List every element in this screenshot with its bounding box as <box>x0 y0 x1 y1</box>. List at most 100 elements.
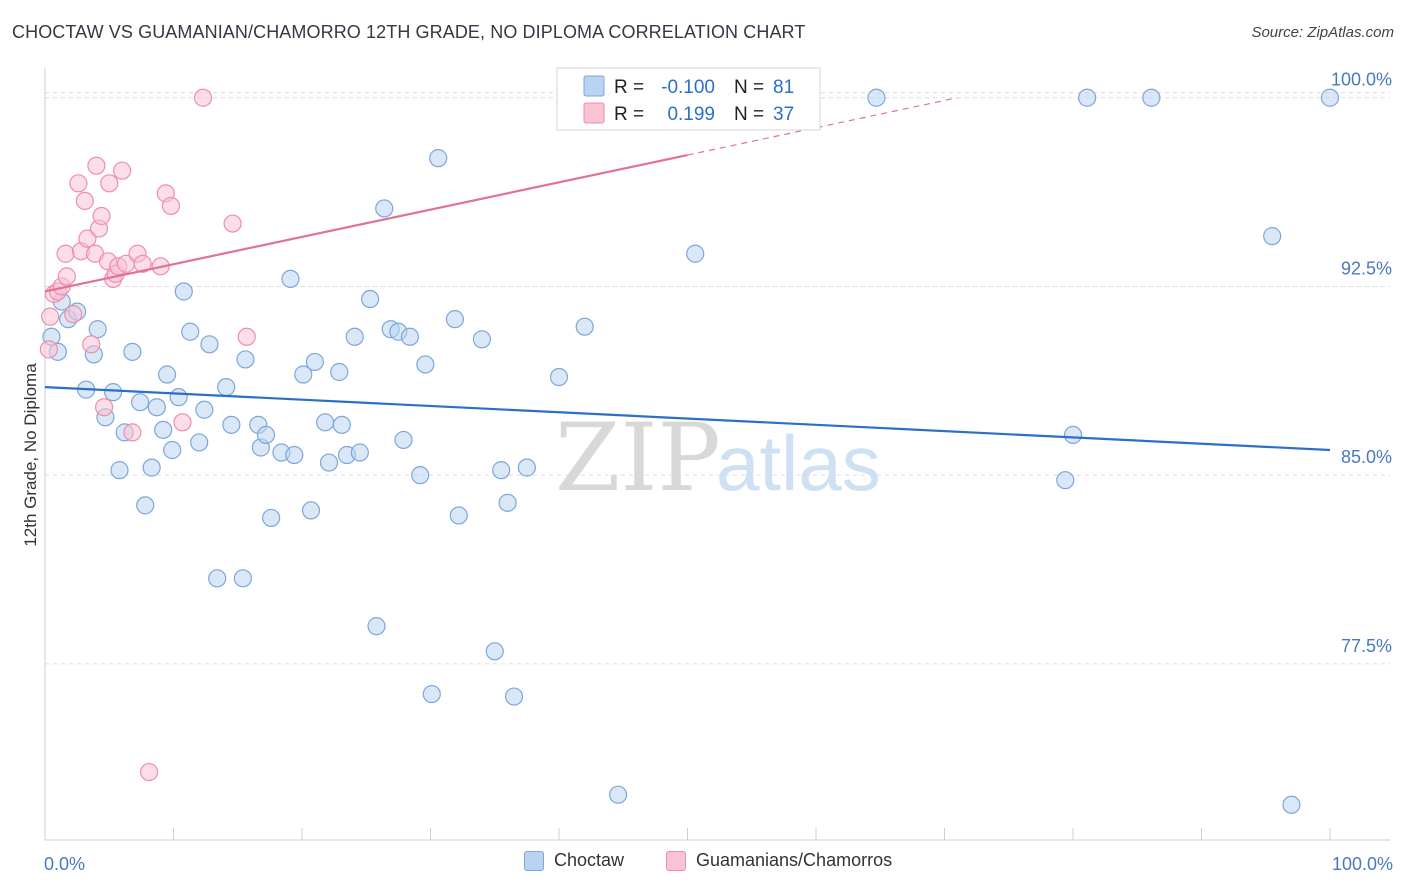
choctaw-point <box>504 687 524 706</box>
watermark-zip: ZIP <box>555 404 721 513</box>
choctaw-point <box>208 569 227 588</box>
y-tick-label: 85.0% <box>1341 447 1392 467</box>
choctaw-point <box>236 350 255 369</box>
guamanian-point <box>95 398 114 417</box>
guamanian-point <box>56 244 75 263</box>
choctaw-point <box>429 149 448 168</box>
y-tick-label: 92.5% <box>1341 258 1392 278</box>
choctaw-point <box>549 367 569 387</box>
watermark-atlas: atlas <box>716 419 881 507</box>
guamanian-trend-extension <box>687 97 958 156</box>
choctaw-point <box>867 88 886 107</box>
choctaw-point <box>217 377 236 397</box>
choctaw-point <box>1320 88 1340 107</box>
guamanian-point <box>82 335 101 354</box>
choctaw-point <box>361 289 380 309</box>
guamanian-point <box>237 327 256 346</box>
choctaw-point <box>233 569 252 588</box>
stats-n-label: N = <box>734 104 764 125</box>
choctaw-point <box>195 400 214 419</box>
guamanian-point <box>75 191 94 211</box>
choctaw-point <box>609 785 628 804</box>
choctaw-point <box>485 642 504 661</box>
guamanian-point <box>112 161 132 180</box>
choctaw-point <box>256 425 276 445</box>
choctaw-point <box>200 335 219 354</box>
choctaw-point <box>445 310 465 329</box>
choctaw-point <box>1263 227 1282 246</box>
choctaw-point <box>492 461 511 480</box>
guamanian-point <box>100 174 119 193</box>
choctaw-point <box>142 458 161 477</box>
guamanian-point <box>78 229 97 248</box>
choctaw-point <box>130 393 150 412</box>
guamanian-point <box>223 214 242 233</box>
choctaw-point <box>147 398 166 417</box>
choctaw-trend-line <box>44 385 1331 452</box>
choctaw-point <box>174 282 193 301</box>
source-label: Source: ZipAtlas.com <box>1251 24 1394 41</box>
choctaw-point <box>285 445 304 465</box>
choctaw-point <box>375 199 394 218</box>
guamanian-point <box>39 340 58 359</box>
choctaw-point <box>1282 795 1301 814</box>
guamanian-point <box>92 206 111 226</box>
legend-item-choctaw[interactable]: Choctaw <box>524 850 624 871</box>
choctaw-point <box>400 327 420 346</box>
y-axis-label: 12th Grade, No Diploma <box>21 363 40 547</box>
watermark: ZIP atlas <box>555 404 881 513</box>
guamanian-point <box>161 196 181 216</box>
stats-swatch-pink <box>583 102 605 124</box>
stats-swatch-blue <box>583 75 605 97</box>
y-axis-title: 12th Grade, No Diploma <box>21 363 40 547</box>
guamanian-trend-line <box>44 153 688 293</box>
stats-r-value: -0.100 <box>661 77 715 98</box>
choctaw-point <box>305 352 324 372</box>
choctaw-point <box>1078 88 1097 107</box>
choctaw-point <box>517 458 536 477</box>
guamanian-point <box>57 267 76 286</box>
choctaw-point <box>686 244 705 263</box>
choctaw-point <box>262 508 281 528</box>
guamanian-point <box>41 307 60 326</box>
choctaw-point <box>1063 425 1083 445</box>
choctaw-point <box>394 430 413 450</box>
choctaw-point <box>1142 88 1161 107</box>
legend-label: Guamanians/Chamorros <box>696 850 893 870</box>
choctaw-point <box>163 440 182 460</box>
axes: 77.5% 85.0% 92.5% 100.0% 0.0% 100.0% <box>44 68 1393 874</box>
choctaw-point <box>316 413 335 432</box>
chart-title: CHOCTAW VS GUAMANIAN/CHAMORRO 12TH GRADE… <box>12 22 806 42</box>
legend-swatch-blue <box>524 850 544 871</box>
choctaw-point <box>181 322 200 341</box>
choctaw-point <box>350 443 369 462</box>
choctaw-point <box>281 269 300 289</box>
stats-r-value: 0.199 <box>667 104 715 125</box>
choctaw-point <box>157 365 177 384</box>
stats-n-label: N = <box>734 77 764 98</box>
guamanian-point <box>193 88 213 107</box>
data-points <box>39 88 1340 814</box>
x-tick-label: 100.0% <box>1332 854 1393 874</box>
choctaw-point <box>367 617 386 636</box>
x-tick-label: 0.0% <box>44 854 85 874</box>
choctaw-point <box>222 415 241 434</box>
trend-lines <box>44 97 1331 452</box>
stats-r-label: R = <box>614 104 644 125</box>
stats-n-value: 37 <box>773 104 794 125</box>
choctaw-point <box>1056 471 1075 490</box>
legend-label: Choctaw <box>554 850 625 870</box>
choctaw-point <box>422 684 441 704</box>
choctaw-point <box>332 415 351 434</box>
guamanian-point <box>69 174 88 193</box>
guamanian-point <box>87 156 106 175</box>
choctaw-point <box>190 433 209 452</box>
y-tick-label: 77.5% <box>1341 636 1392 656</box>
legend-swatch-pink <box>666 850 686 871</box>
choctaw-point <box>123 342 142 361</box>
choctaw-point <box>88 320 107 339</box>
choctaw-point <box>330 362 349 382</box>
legend-item-guamanians[interactable]: Guamanians/Chamorros <box>666 850 892 871</box>
guamanian-point <box>133 254 152 273</box>
